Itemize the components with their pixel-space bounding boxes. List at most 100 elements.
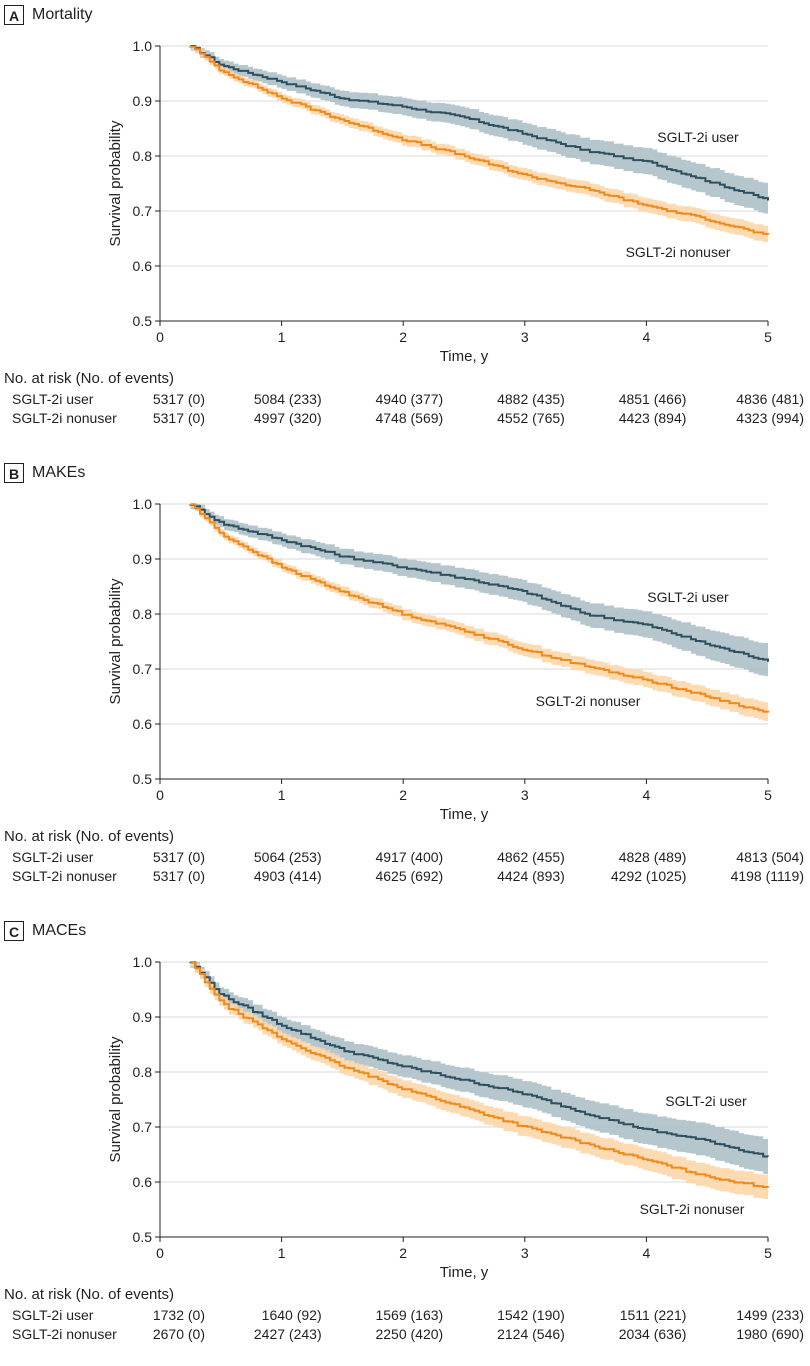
risk-cell: 1732 (0) <box>152 1307 205 1323</box>
risk-table-title: No. at risk (No. of events) <box>4 370 175 387</box>
y-tick-label: 1.0 <box>133 496 153 512</box>
risk-cell: 5317 (0) <box>152 868 205 884</box>
risk-cell: 2670 (0) <box>152 1326 205 1342</box>
x-tick-label: 3 <box>521 787 529 803</box>
risk-cell: 5317 (0) <box>152 410 205 426</box>
x-axis-label: Time, y <box>440 806 489 823</box>
risk-cell: 4903 (414) <box>253 868 322 884</box>
y-axis-label: Survival probability <box>107 120 124 246</box>
risk-row-label: SGLT-2i nonuser <box>12 868 117 884</box>
x-tick-label: 4 <box>643 1245 651 1261</box>
x-axis-label: Time, y <box>440 348 489 365</box>
x-tick-label: 2 <box>399 1245 407 1261</box>
y-tick-label: 0.6 <box>133 1174 153 1190</box>
x-tick-label: 1 <box>278 787 286 803</box>
ci-band-user <box>190 504 768 679</box>
risk-table-title: No. at risk (No. of events) <box>4 828 175 845</box>
y-tick-label: 0.7 <box>133 203 153 219</box>
risk-cell: 5317 (0) <box>152 391 205 407</box>
panel-letter: A <box>4 5 24 25</box>
risk-cell: 4748 (569) <box>375 410 444 426</box>
risk-row-label: SGLT-2i user <box>12 1307 94 1323</box>
x-tick-label: 5 <box>764 329 772 345</box>
y-tick-label: 1.0 <box>133 954 153 970</box>
risk-row-label: SGLT-2i user <box>12 391 94 407</box>
risk-cell: 5064 (253) <box>253 849 322 865</box>
risk-cell: 4836 (481) <box>736 391 804 407</box>
series-label-nonuser: SGLT-2i nonuser <box>536 693 641 709</box>
y-tick-label: 0.6 <box>133 716 153 732</box>
x-tick-label: 3 <box>521 329 529 345</box>
series-label-user: SGLT-2i user <box>657 129 739 145</box>
x-tick-label: 0 <box>156 1245 164 1261</box>
risk-cell: 4292 (1025) <box>610 868 687 884</box>
y-tick-label: 0.9 <box>133 93 153 109</box>
x-tick-label: 3 <box>521 1245 529 1261</box>
risk-cell: 4862 (455) <box>497 849 565 865</box>
risk-cell: 1499 (233) <box>736 1307 804 1323</box>
risk-cell: 4882 (435) <box>497 391 565 407</box>
risk-row-label: SGLT-2i nonuser <box>12 410 117 426</box>
survival-line-user <box>189 961 769 1158</box>
y-tick-label: 0.6 <box>133 258 153 274</box>
km-plot: 0.5 0.6 0.7 0.8 0.9 1.0 0 1 2 3 4 5 Time, y Survival … <box>107 954 772 1281</box>
risk-cell: 1569 (163) <box>375 1307 444 1323</box>
risk-cell: 2250 (420) <box>375 1326 444 1342</box>
ci-band-user <box>190 46 768 216</box>
survival-line-user <box>189 503 769 662</box>
x-tick-label: 1 <box>278 1245 286 1261</box>
panel-header: C MACEs <box>4 920 86 942</box>
panel-header: B MAKEs <box>4 462 85 484</box>
y-tick-label: 0.8 <box>133 1064 153 1080</box>
risk-cell: 2124 (546) <box>497 1326 565 1342</box>
y-tick-label: 0.8 <box>133 148 153 164</box>
y-tick-label: 0.5 <box>133 1229 153 1245</box>
series-label-nonuser: SGLT-2i nonuser <box>626 244 731 260</box>
y-axis-label: Survival probability <box>107 578 124 704</box>
y-tick-label: 0.9 <box>133 551 153 567</box>
ci-band-nonuser <box>190 46 768 243</box>
chart-panel-c: 0.5 0.6 0.7 0.8 0.9 1.0 0 1 2 3 4 5 Time, y Survival … <box>0 916 810 1366</box>
risk-cell: 4625 (692) <box>375 868 444 884</box>
risk-cell: 4851 (466) <box>618 391 687 407</box>
risk-cell: 4323 (994) <box>736 410 804 426</box>
risk-cell: 4424 (893) <box>497 868 565 884</box>
survival-line-nonuser <box>190 961 769 1188</box>
km-plot: 0.5 0.6 0.7 0.8 0.9 1.0 0 1 2 3 4 5 Time, y Survival … <box>107 496 772 823</box>
series-label-user: SGLT-2i user <box>665 1093 747 1109</box>
panel-title: Mortality <box>32 6 93 23</box>
panel-letter: C <box>4 921 24 941</box>
risk-cell: 4940 (377) <box>375 391 444 407</box>
risk-cell: 4997 (320) <box>253 410 322 426</box>
risk-cell: 5317 (0) <box>152 849 205 865</box>
x-tick-label: 0 <box>156 329 164 345</box>
km-plot: 0.5 0.6 0.7 0.8 0.9 1.0 0 1 2 3 4 5 Time, y Survival … <box>107 38 772 365</box>
x-tick-label: 5 <box>764 787 772 803</box>
panel-letter: B <box>4 463 24 483</box>
x-tick-label: 4 <box>643 787 651 803</box>
risk-cell: 1511 (221) <box>619 1307 687 1323</box>
risk-cell: 2427 (243) <box>253 1326 322 1342</box>
risk-cell: 4423 (894) <box>618 410 687 426</box>
series-label-user: SGLT-2i user <box>647 589 729 605</box>
y-tick-label: 1.0 <box>133 38 153 54</box>
series-label-nonuser: SGLT-2i nonuser <box>640 1201 745 1217</box>
panel-title: MAKEs <box>32 464 86 481</box>
risk-cell: 1542 (190) <box>497 1307 565 1323</box>
chart-panel-b: 0.5 0.6 0.7 0.8 0.9 1.0 0 1 2 3 4 5 Time, y Survival … <box>0 458 810 908</box>
panel-title: MACEs <box>32 922 87 939</box>
risk-row-label: SGLT-2i user <box>12 849 94 865</box>
y-axis-label: Survival probability <box>107 1036 124 1162</box>
y-tick-label: 0.5 <box>133 313 153 329</box>
survival-line-user <box>190 45 769 201</box>
gridlines <box>160 503 768 725</box>
ci-band-nonuser <box>190 504 768 722</box>
survival-line-nonuser <box>189 45 769 235</box>
risk-cell: 1980 (690) <box>736 1326 804 1342</box>
x-tick-label: 4 <box>643 329 651 345</box>
y-tick-label: 0.7 <box>133 661 153 677</box>
y-tick-label: 0.9 <box>133 1009 153 1025</box>
risk-cell: 1640 (92) <box>261 1307 322 1323</box>
y-tick-label: 0.5 <box>133 771 153 787</box>
y-tick-label: 0.8 <box>133 606 153 622</box>
